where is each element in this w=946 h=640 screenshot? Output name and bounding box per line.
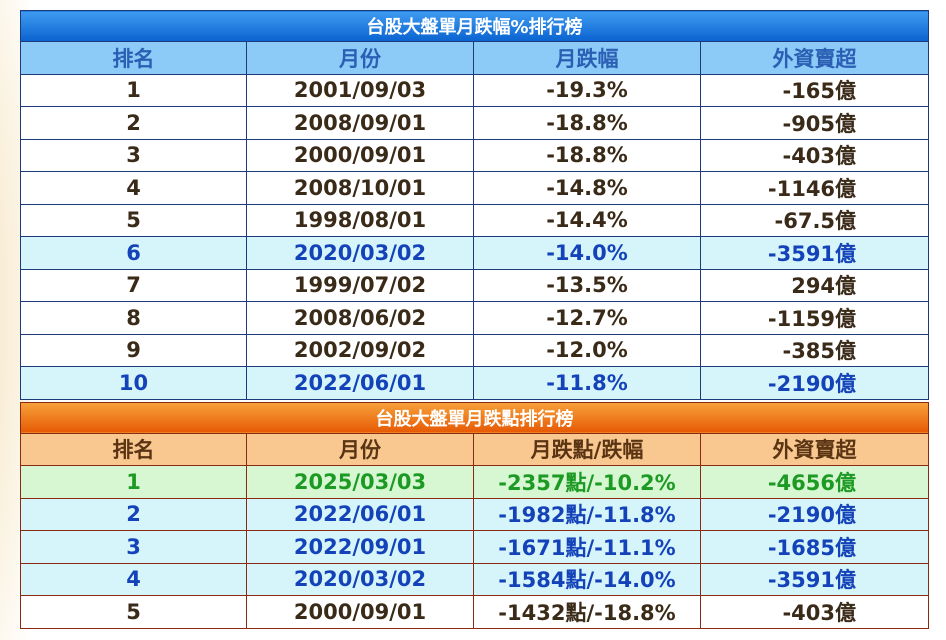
change-cell: -14.0%	[473, 236, 701, 270]
rank-cell: 1	[20, 73, 247, 107]
column-header-month: 月份	[246, 41, 474, 75]
change-cell: -1584點/-14.0%	[473, 562, 701, 596]
table-row: 10 2022/06/01 -11.8% -2190億	[20, 366, 930, 400]
header-row: 排名 月份 月跌幅 外資賣超	[20, 41, 930, 75]
foreign-cell: -3591億	[700, 562, 929, 596]
foreign-cell: -3591億	[699, 236, 930, 270]
column-header-rank: 排名	[20, 432, 247, 466]
table-row: 3 2000/09/01 -18.8% -403億	[20, 138, 930, 172]
date-cell: 2025/03/03	[246, 465, 474, 499]
change-cell: -1671點/-11.1%	[473, 530, 701, 564]
rank-cell: 10	[20, 366, 247, 400]
date-cell: 2008/09/01	[246, 106, 474, 140]
change-cell: -12.0%	[473, 333, 701, 367]
foreign-cell: -385億	[699, 333, 930, 367]
header-row: 排名 月份 月跌點/跌幅 外資賣超	[20, 432, 929, 466]
date-cell: 2022/06/01	[246, 497, 474, 531]
column-header-month: 月份	[246, 432, 474, 466]
foreign-cell: -403億	[700, 595, 929, 629]
table-row: 8 2008/06/02 -12.7% -1159億	[20, 301, 930, 335]
foreign-cell: -1146億	[699, 171, 930, 205]
foreign-cell: -905億	[699, 106, 930, 140]
foreign-cell: -403億	[699, 138, 930, 172]
table-row: 4 2008/10/01 -14.8% -1146億	[20, 171, 930, 205]
table-row: 5 2000/09/01 -1432點/-18.8% -403億	[20, 595, 929, 629]
date-cell: 2008/10/01	[246, 171, 474, 205]
change-cell: -2357點/-10.2%	[473, 465, 701, 499]
point-drop-table: 台股大盤單月跌點排行榜 排名 月份 月跌點/跌幅 外資賣超 1 2025/03/0…	[20, 401, 929, 629]
rank-cell: 3	[20, 138, 247, 172]
table-row: 2 2022/06/01 -1982點/-11.8% -2190億	[20, 497, 929, 531]
date-cell: 2001/09/03	[246, 73, 474, 107]
date-cell: 1999/07/02	[246, 268, 474, 302]
change-cell: -18.8%	[473, 138, 701, 172]
date-cell: 2022/09/01	[246, 530, 474, 564]
rank-cell: 4	[20, 171, 247, 205]
change-cell: -19.3%	[473, 73, 701, 107]
table-row: 9 2002/09/02 -12.0% -385億	[20, 333, 930, 367]
date-cell: 2020/03/02	[246, 236, 474, 270]
table-row: 3 2022/09/01 -1671點/-11.1% -1685億	[20, 530, 929, 564]
date-cell: 2020/03/02	[246, 562, 474, 596]
change-cell: -18.8%	[473, 106, 701, 140]
table-row: 1 2025/03/03 -2357點/-10.2% -4656億	[20, 465, 929, 499]
column-header-foreign: 外資賣超	[700, 432, 929, 466]
foreign-cell: -67.5億	[699, 203, 930, 237]
rank-cell: 7	[20, 268, 247, 302]
date-cell: 1998/08/01	[246, 203, 474, 237]
foreign-cell: -1159億	[699, 301, 930, 335]
date-cell: 2022/06/01	[246, 366, 474, 400]
rank-cell: 3	[20, 530, 247, 564]
column-header-foreign: 外資賣超	[699, 41, 930, 75]
change-cell: -14.4%	[473, 203, 701, 237]
change-cell: -1432點/-18.8%	[473, 595, 701, 629]
date-cell: 2002/09/02	[246, 333, 474, 367]
change-cell: -14.8%	[473, 171, 701, 205]
table-row: 6 2020/03/02 -14.0% -3591億	[20, 236, 930, 270]
table-row: 2 2008/09/01 -18.8% -905億	[20, 106, 930, 140]
date-cell: 2000/09/01	[246, 138, 474, 172]
foreign-cell: -4656億	[700, 465, 929, 499]
rank-cell: 5	[20, 203, 247, 237]
change-cell: -12.7%	[473, 301, 701, 335]
table-row: 1 2001/09/03 -19.3% -165億	[20, 73, 930, 107]
foreign-cell: 294億	[699, 268, 930, 302]
rank-cell: 1	[20, 465, 247, 499]
change-cell: -1982點/-11.8%	[473, 497, 701, 531]
foreign-cell: -2190億	[700, 497, 929, 531]
rank-cell: 4	[20, 562, 247, 596]
percent-drop-table: 台股大盤單月跌幅%排行榜 排名 月份 月跌幅 外資賣超 1 2001/09/03-…	[19, 10, 930, 400]
rankings-panel: 台股大盤單月跌幅%排行榜 排名 月份 月跌幅 外資賣超 1 2001/09/03-…	[19, 10, 930, 629]
column-header-rank: 排名	[20, 41, 247, 75]
rank-cell: 5	[20, 595, 247, 629]
date-cell: 2008/06/02	[246, 301, 474, 335]
column-header-change: 月跌點/跌幅	[473, 432, 701, 466]
change-cell: -13.5%	[473, 268, 701, 302]
table-row: 4 2020/03/02 -1584點/-14.0% -3591億	[20, 562, 929, 596]
rank-cell: 8	[20, 301, 247, 335]
rank-cell: 9	[20, 333, 247, 367]
foreign-cell: -165億	[699, 73, 930, 107]
foreign-cell: -1685億	[700, 530, 929, 564]
table-title: 台股大盤單月跌點排行榜	[20, 401, 929, 434]
table-title: 台股大盤單月跌幅%排行榜	[19, 10, 930, 42]
foreign-cell: -2190億	[699, 366, 930, 400]
date-cell: 2000/09/01	[246, 595, 474, 629]
table-row: 5 1998/08/01 -14.4% -67.5億	[20, 203, 930, 237]
rank-cell: 2	[20, 106, 247, 140]
rank-cell: 6	[20, 236, 247, 270]
column-header-change: 月跌幅	[473, 41, 701, 75]
change-cell: -11.8%	[473, 366, 701, 400]
table-row: 7 1999/07/02 -13.5% 294億	[20, 268, 930, 302]
rank-cell: 2	[20, 497, 247, 531]
